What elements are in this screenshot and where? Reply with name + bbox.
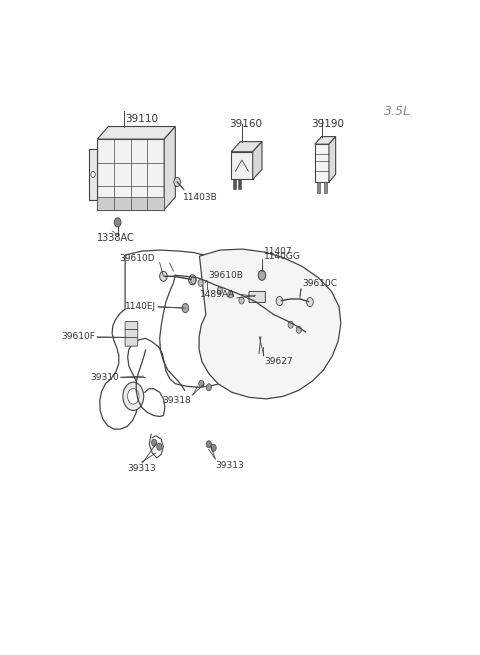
Polygon shape	[233, 179, 236, 189]
Polygon shape	[97, 126, 175, 139]
Polygon shape	[89, 149, 97, 200]
Polygon shape	[231, 152, 252, 179]
Text: 39190: 39190	[311, 119, 344, 129]
Text: 39160: 39160	[229, 119, 262, 129]
Circle shape	[152, 440, 156, 446]
Circle shape	[160, 271, 167, 282]
Circle shape	[91, 172, 96, 178]
Circle shape	[156, 443, 162, 450]
FancyBboxPatch shape	[125, 322, 138, 330]
Text: 1489AA: 1489AA	[200, 290, 235, 299]
Circle shape	[206, 441, 211, 448]
Polygon shape	[164, 126, 175, 210]
Text: 3.5L: 3.5L	[384, 105, 410, 118]
Text: 11403B: 11403B	[183, 193, 217, 202]
Text: 1140GG: 1140GG	[264, 252, 301, 261]
Polygon shape	[231, 141, 262, 152]
FancyBboxPatch shape	[125, 337, 138, 346]
Text: 39313: 39313	[216, 461, 244, 470]
Circle shape	[182, 303, 189, 312]
Polygon shape	[317, 182, 320, 193]
Circle shape	[288, 321, 293, 328]
Circle shape	[191, 277, 196, 284]
FancyBboxPatch shape	[125, 329, 138, 338]
Circle shape	[217, 287, 223, 294]
Polygon shape	[252, 141, 262, 179]
Text: 11407: 11407	[264, 247, 292, 256]
FancyBboxPatch shape	[249, 291, 265, 303]
Circle shape	[206, 384, 211, 391]
Text: 39313: 39313	[128, 464, 156, 474]
Text: 39310: 39310	[91, 373, 120, 382]
Circle shape	[189, 275, 196, 285]
Polygon shape	[315, 144, 329, 182]
Text: 39610D: 39610D	[119, 253, 155, 263]
Circle shape	[199, 380, 204, 387]
Text: 39610B: 39610B	[208, 271, 243, 280]
Circle shape	[123, 383, 144, 411]
Text: 1338AC: 1338AC	[97, 233, 135, 244]
Text: 39318: 39318	[162, 396, 191, 405]
Text: 39610F: 39610F	[61, 332, 96, 341]
Circle shape	[128, 388, 139, 404]
Circle shape	[114, 218, 121, 227]
Polygon shape	[315, 137, 336, 144]
Text: 39110: 39110	[125, 114, 158, 124]
Polygon shape	[199, 249, 341, 399]
Circle shape	[307, 297, 313, 307]
Circle shape	[198, 279, 203, 286]
Polygon shape	[238, 179, 241, 189]
Polygon shape	[97, 197, 164, 210]
Circle shape	[211, 444, 216, 451]
Circle shape	[174, 178, 180, 187]
Circle shape	[239, 297, 244, 304]
Polygon shape	[97, 139, 164, 210]
Text: 39627: 39627	[264, 357, 292, 366]
Circle shape	[228, 291, 233, 298]
Polygon shape	[324, 182, 327, 193]
Circle shape	[258, 271, 266, 280]
Text: 1140EJ: 1140EJ	[125, 302, 156, 311]
Circle shape	[296, 326, 301, 333]
Text: 39610C: 39610C	[302, 279, 337, 288]
Polygon shape	[329, 137, 336, 182]
Circle shape	[276, 297, 283, 305]
